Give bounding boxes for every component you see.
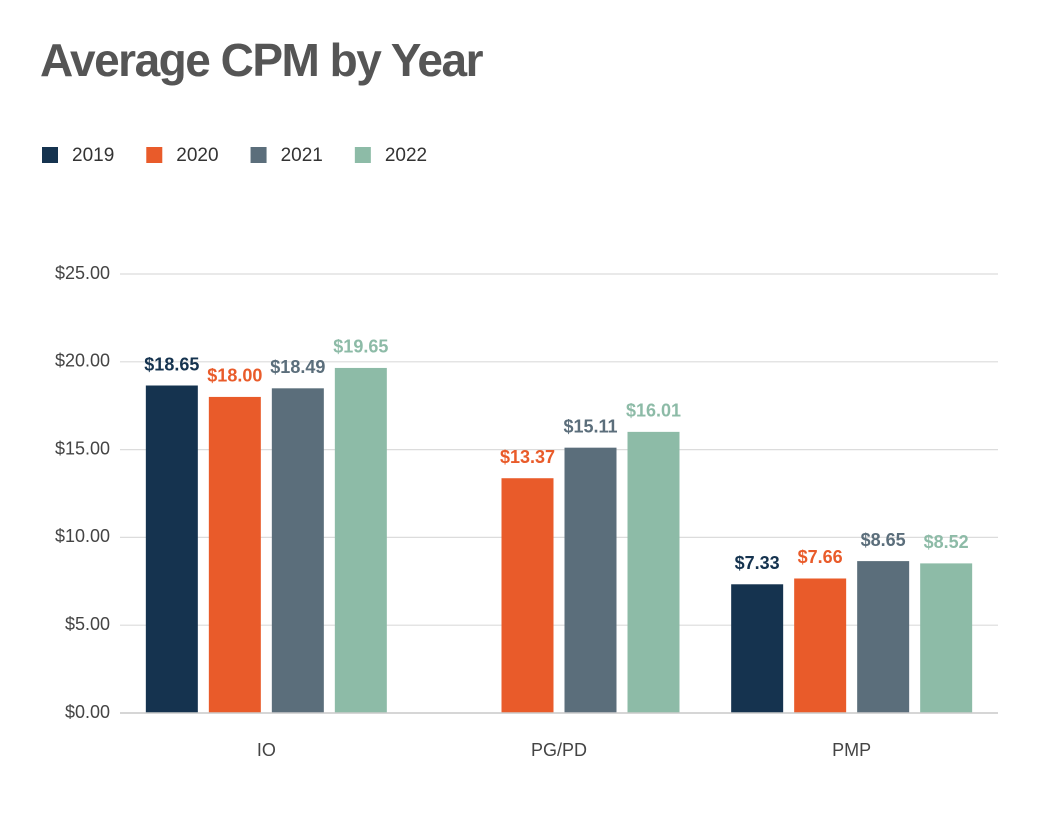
chart-title: Average CPM by Year	[40, 34, 484, 86]
value-label: $15.11	[563, 416, 617, 436]
x-tick-label: IO	[257, 740, 276, 760]
value-label: $7.33	[735, 553, 780, 573]
value-label: $8.65	[861, 530, 906, 550]
bar	[208, 396, 261, 713]
value-label: $18.65	[144, 354, 199, 374]
legend-swatch	[146, 147, 163, 163]
legend-label: 2021	[281, 145, 323, 166]
bar	[857, 561, 910, 713]
legend-label: 2022	[385, 145, 427, 166]
bar	[334, 367, 387, 713]
legend-swatch	[42, 147, 58, 163]
bar	[501, 478, 554, 713]
bar	[145, 385, 198, 713]
value-label: $18.00	[207, 366, 262, 386]
bar	[920, 563, 973, 713]
legend-swatch	[354, 147, 371, 163]
bar	[794, 578, 847, 713]
y-tick-label: $15.00	[55, 438, 110, 458]
value-label: $7.66	[798, 547, 843, 567]
bar	[564, 447, 617, 713]
value-label: $13.37	[500, 447, 555, 467]
legend-swatch	[250, 147, 267, 163]
x-tick-label: PG/PD	[531, 740, 587, 760]
y-tick-label: $10.00	[55, 526, 110, 546]
value-label: $8.52	[924, 532, 969, 552]
legend-label: 2019	[72, 145, 114, 166]
bar	[271, 388, 324, 713]
y-tick-label: $0.00	[65, 702, 110, 722]
bar	[627, 431, 680, 713]
y-tick-label: $25.00	[55, 263, 110, 283]
value-label: $18.49	[270, 357, 325, 377]
x-tick-label: PMP	[832, 740, 871, 760]
legend-label: 2020	[176, 145, 218, 166]
value-label: $19.65	[333, 337, 388, 357]
y-tick-label: $20.00	[55, 351, 110, 371]
bar	[731, 584, 784, 713]
y-tick-label: $5.00	[65, 614, 110, 634]
value-label: $16.01	[626, 401, 681, 421]
